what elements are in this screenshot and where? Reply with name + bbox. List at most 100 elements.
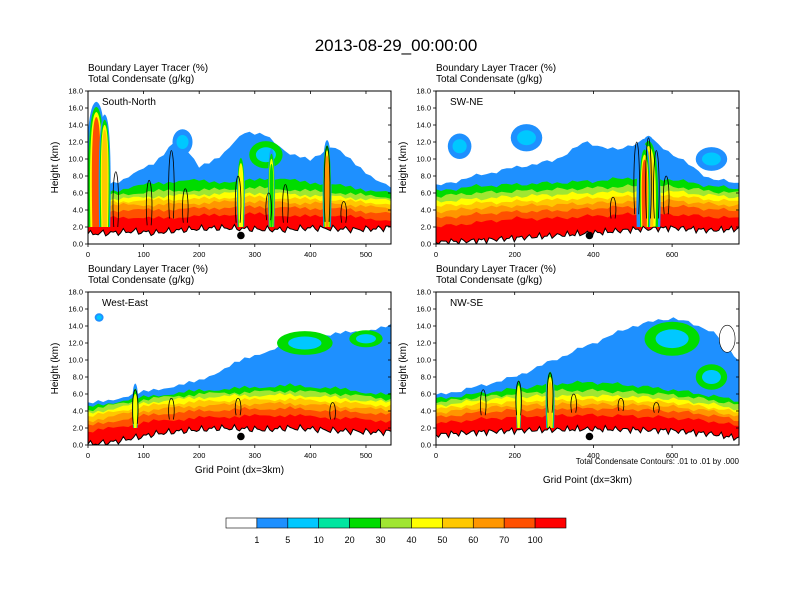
y-tick-label: 0.0: [421, 240, 431, 249]
y-tick-label: 2.0: [421, 424, 431, 433]
panel-nw-se: 0.0 2.0 4.0 6.0 8.0 10.0 12.0 14.0 16.0 18.0 0 200 4…: [398, 264, 740, 486]
x-tick-label: 0: [86, 451, 90, 460]
colorbar-label: 30: [376, 535, 386, 545]
cloud-patch: [719, 324, 736, 353]
plume-layer-20: [269, 163, 274, 227]
y-tick-label: 16.0: [416, 305, 431, 314]
y-tick-label: 0.0: [73, 441, 83, 450]
condensate-contour: [145, 179, 153, 226]
colorbar-swatch: [411, 517, 443, 529]
y-tick-label: 8.0: [73, 172, 83, 181]
x-tick-label: 100: [137, 250, 150, 259]
colorbar-swatch: [349, 517, 381, 529]
y-tick-label: 6.0: [421, 390, 431, 399]
colorbar-swatch: [225, 517, 258, 529]
plume-layer-40: [517, 390, 521, 428]
panel-label: South-North: [102, 97, 156, 108]
plot-area: [88, 101, 391, 244]
x-tick-label: 300: [249, 451, 262, 460]
colorbar-swatch: [287, 517, 320, 529]
y-tick-label: 10.0: [68, 356, 83, 365]
colorbar-swatch: [503, 517, 536, 529]
panel-title-line1: Boundary Layer Tracer (%): [88, 264, 208, 275]
location-marker: [585, 432, 594, 441]
cloud-patch-core: [176, 134, 189, 150]
x-tick-label: 0: [434, 250, 438, 259]
y-tick-label: 4.0: [421, 206, 431, 215]
y-axis-label: Height (km): [398, 142, 409, 194]
y-tick-label: 10.0: [416, 356, 431, 365]
y-tick-label: 8.0: [421, 172, 431, 181]
panel-title-line1: Boundary Layer Tracer (%): [88, 63, 208, 74]
cloud-patch-core: [655, 329, 689, 349]
y-tick-label: 0.0: [73, 240, 83, 249]
y-tick-label: 4.0: [73, 407, 83, 416]
x-tick-label: 500: [360, 451, 373, 460]
y-tick-label: 12.0: [68, 138, 83, 147]
y-tick-label: 16.0: [68, 104, 83, 113]
colorbar-label: 70: [499, 535, 509, 545]
colorbar-swatch: [380, 517, 412, 529]
y-tick-label: 12.0: [416, 138, 431, 147]
y-tick-label: 6.0: [73, 189, 83, 198]
condensate-contour: [234, 175, 242, 223]
panel-title-line1: Boundary Layer Tracer (%): [436, 63, 556, 74]
colorbar-label: 100: [528, 535, 543, 545]
plume-layer-60: [324, 155, 330, 227]
colorbar-swatch: [472, 517, 505, 529]
plot-area: [436, 317, 739, 445]
x-tick-label: 200: [508, 451, 521, 460]
cloud-patch-core: [702, 369, 721, 385]
condensate-contour: [633, 141, 640, 215]
panel-west-east: 0.0 2.0 4.0 6.0 8.0 10.0 12.0 14.0 16.0 18.0 0 100 2…: [50, 264, 392, 476]
x-tick-label: 400: [587, 451, 600, 460]
panel-sw-ne: 0.0 2.0 4.0 6.0 8.0 10.0 12.0 14.0 16.0 18.0 0 200 4…: [398, 63, 740, 259]
y-tick-label: 18.0: [68, 87, 83, 96]
y-axis-label: Height (km): [50, 343, 61, 395]
y-tick-label: 10.0: [416, 155, 431, 164]
plume-layer-70: [91, 117, 101, 227]
panel-south-north: 0.0 2.0 4.0 6.0 8.0 10.0 12.0 14.0 16.0 18.0 0 100 2…: [50, 63, 392, 259]
colorbar-label: 60: [468, 535, 478, 545]
cloud-patch-core: [517, 130, 536, 146]
y-tick-label: 0.0: [421, 441, 431, 450]
condensate-contour: [265, 192, 272, 221]
x-tick-label: 400: [304, 451, 317, 460]
y-tick-label: 14.0: [68, 121, 83, 130]
panel-label: West-East: [102, 298, 148, 309]
colorbar-swatch: [256, 517, 289, 529]
x-tick-label: 200: [193, 250, 206, 259]
colorbar-swatch: [318, 517, 350, 529]
condensate-contour: [653, 402, 660, 413]
condensate-contour: [653, 150, 660, 219]
y-tick-label: 6.0: [421, 189, 431, 198]
condensate-contour: [546, 372, 554, 413]
cloud-patch-core: [355, 334, 376, 344]
y-tick-label: 8.0: [73, 373, 83, 382]
panel-title-line2: Total Condensate (g/kg): [88, 275, 194, 286]
panels: 0.0 2.0 4.0 6.0 8.0 10.0 12.0 14.0 16.0 18.0 0 100 2…: [50, 63, 740, 486]
x-axis-label: Grid Point (dx=3km): [543, 475, 632, 486]
cloud-patch-core: [452, 139, 467, 154]
condensate-contour: [168, 150, 175, 219]
colorbar-swatch: [442, 517, 474, 529]
condensate-contour: [132, 389, 139, 424]
x-tick-label: 400: [304, 250, 317, 259]
condensate-contour: [570, 393, 577, 413]
contour-footnote: Total Condensate Contours: .01 to .01 by…: [576, 457, 740, 466]
plot-area: [436, 124, 739, 244]
y-tick-label: 12.0: [416, 339, 431, 348]
y-tick-label: 4.0: [73, 206, 83, 215]
colorbar-swatch: [534, 517, 567, 529]
location-marker: [237, 231, 245, 240]
condensate-contour: [617, 397, 625, 412]
x-tick-label: 300: [249, 250, 262, 259]
y-tick-label: 16.0: [68, 305, 83, 314]
y-tick-label: 12.0: [68, 339, 83, 348]
y-tick-label: 18.0: [416, 288, 431, 297]
cloud-patch-core: [288, 336, 322, 350]
y-tick-label: 2.0: [73, 223, 83, 232]
x-tick-label: 400: [587, 250, 600, 259]
plot-area: [88, 313, 391, 445]
x-tick-label: 600: [666, 250, 679, 259]
